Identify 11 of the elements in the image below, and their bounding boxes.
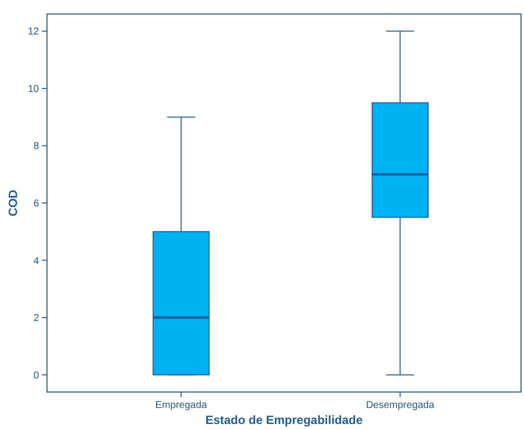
y-tick-label: 2 <box>33 313 40 324</box>
y-tick-label: 0 <box>33 370 40 382</box>
x-tick-label: Empregada <box>155 400 208 411</box>
y-tick-label: 10 <box>28 84 40 95</box>
y-axis-title: COD <box>6 189 20 216</box>
x-tick-label: Desempregada <box>366 400 435 411</box>
y-tick-label: 6 <box>33 198 40 210</box>
x-axis-title: Estado de Empregabilidade <box>205 413 364 427</box>
y-tick-label: 4 <box>33 256 40 267</box>
y-tick-label: 8 <box>33 141 40 152</box>
y-tick-label: 12 <box>28 26 40 38</box>
